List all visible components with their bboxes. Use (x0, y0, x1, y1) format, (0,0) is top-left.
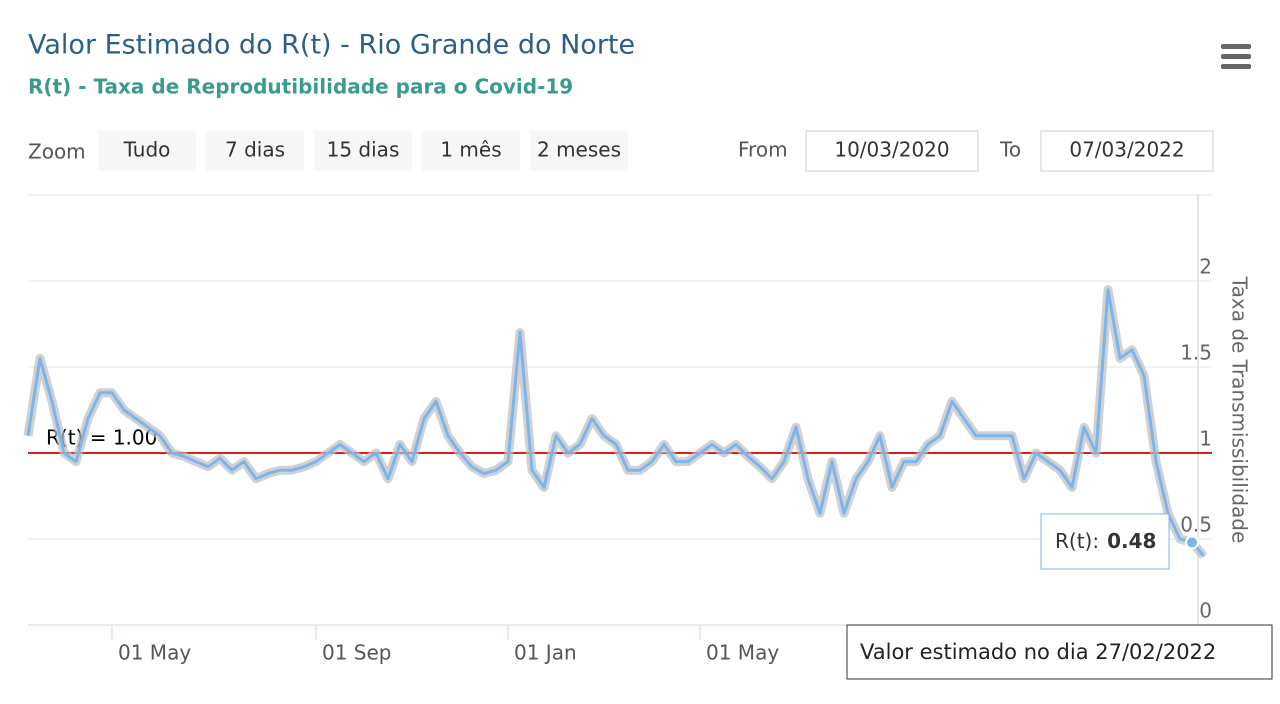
tooltip (1040, 513, 1170, 570)
menu-bar (1221, 54, 1251, 59)
zoom-button[interactable] (98, 131, 196, 171)
y-tick-label: 0 (1199, 599, 1212, 623)
to-value: 07/03/2022 (1069, 138, 1184, 162)
line (26, 288, 1206, 558)
zoom-button[interactable] (314, 131, 412, 171)
y-tick-label: 0.5 (1180, 513, 1212, 537)
menu-bar (1221, 64, 1251, 69)
x-tick-label: 01 Sep (322, 641, 392, 665)
zoom-button[interactable] (422, 131, 520, 171)
from-label: From (738, 138, 788, 162)
x-tick-label: 01 May (118, 641, 191, 665)
from-input[interactable] (805, 130, 979, 172)
y-tick-label: 2 (1199, 255, 1212, 279)
tooltip-text: R(t): 0.48 (1055, 529, 1156, 553)
note-text: Valor estimado no dia 27/02/2022 (860, 640, 1216, 664)
chart-subtitle: R(t) - Taxa de Reprodutibilidade para o … (28, 75, 573, 99)
zoom-button[interactable] (530, 131, 628, 171)
y-axis-title: Taxa de Transmissibilidade (1228, 276, 1252, 544)
zoom-button-label: 7 dias (225, 138, 285, 162)
menu-bar (1221, 44, 1251, 49)
zoom-button-label: 2 meses (537, 138, 621, 162)
x-tick-label: 01 May (706, 641, 779, 665)
zoom-button[interactable] (206, 131, 304, 171)
to-label: To (999, 138, 1021, 162)
note-box (846, 624, 1273, 680)
x-tick-label: 01 Jan (514, 641, 577, 665)
tooltip-label: R(t): (1055, 529, 1099, 553)
zoom-button-label: 15 dias (327, 138, 400, 162)
chart-title: Valor Estimado do R(t) - Rio Grande do N… (28, 30, 635, 61)
menu-icon[interactable] (1221, 44, 1251, 69)
confidence-band (23, 285, 1208, 560)
y-tick-label: 1 (1199, 427, 1212, 451)
zoom-button-label: 1 mês (440, 138, 501, 162)
y-tick-label: 1.5 (1180, 341, 1212, 365)
zoom-buttons: Tudo 7 dias 15 dias 1 mês 2 meses (98, 131, 628, 171)
zoom-button-label: Tudo (123, 138, 171, 162)
zoom-label: Zoom (28, 140, 86, 164)
to-input[interactable] (1040, 130, 1214, 172)
from-value: 10/03/2020 (834, 138, 949, 162)
hover-marker (1185, 535, 1199, 550)
tooltip-value: 0.48 (1107, 529, 1156, 553)
